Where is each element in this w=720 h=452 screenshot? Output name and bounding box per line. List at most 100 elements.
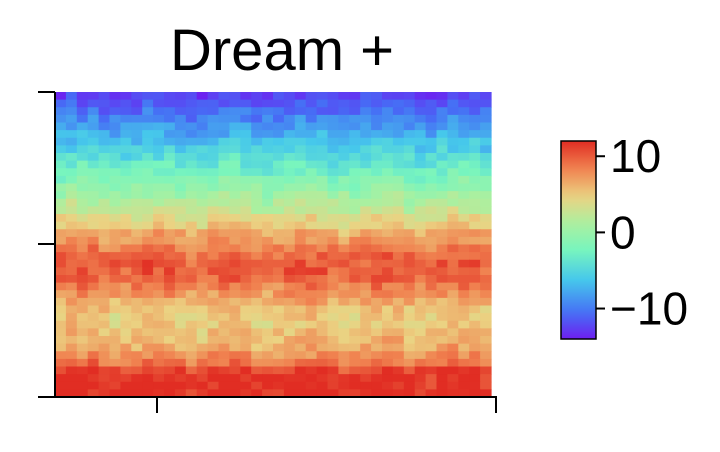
heatmap-cell: [371, 328, 383, 337]
heatmap-cell: [458, 290, 470, 299]
heatmap-cell: [273, 114, 285, 124]
heatmap-cell: [425, 229, 438, 238]
heatmap-cell: [327, 244, 339, 253]
heatmap-cell: [447, 252, 459, 261]
heatmap-cell: [425, 206, 438, 215]
heatmap-cell: [76, 153, 89, 162]
heatmap-cell: [98, 389, 111, 398]
heatmap-cell: [207, 244, 220, 253]
heatmap-cell: [294, 122, 307, 131]
heatmap-cell: [392, 374, 405, 383]
heatmap-cell: [436, 153, 448, 162]
heatmap-cell: [480, 168, 492, 177]
heatmap-cell: [283, 259, 296, 268]
heatmap-cell: [436, 191, 448, 200]
heatmap-cell: [76, 297, 89, 307]
heatmap-cell: [65, 153, 78, 162]
heatmap-cell: [185, 107, 198, 116]
heatmap-cell: [305, 244, 318, 253]
heatmap-cell: [142, 381, 154, 390]
heatmap-cell: [65, 366, 78, 375]
heatmap-cell: [436, 229, 448, 238]
heatmap-cell: [338, 244, 350, 253]
heatmap-cell: [240, 336, 252, 345]
heatmap-cell: [414, 343, 427, 352]
heatmap-cell: [349, 275, 361, 284]
heatmap-cell: [76, 191, 89, 200]
heatmap-cell: [283, 358, 296, 368]
heatmap-cell: [392, 358, 405, 368]
heatmap-cell: [120, 221, 132, 230]
heatmap-cell: [371, 252, 383, 261]
heatmap-cell: [338, 366, 350, 375]
heatmap-cell: [240, 183, 252, 192]
heatmap-cell: [76, 229, 89, 238]
heatmap-cell: [273, 259, 285, 268]
heatmap-cell: [414, 92, 427, 101]
heatmap-cell: [229, 259, 241, 268]
heatmap-cell: [207, 374, 220, 383]
heatmap-cell: [55, 351, 67, 360]
heatmap-cell: [120, 374, 132, 383]
heatmap-cell: [164, 191, 176, 200]
heatmap-cell: [109, 267, 121, 276]
heatmap-cell: [185, 183, 198, 192]
heatmap-cell: [153, 381, 165, 390]
heatmap-cell: [218, 275, 230, 284]
heatmap-cell: [87, 214, 100, 223]
heatmap-cell: [273, 389, 285, 398]
heatmap-cell: [436, 99, 448, 108]
heatmap-cell: [447, 290, 459, 299]
heatmap-cell: [196, 145, 209, 154]
heatmap-cell: [174, 153, 187, 162]
heatmap-cell: [392, 160, 405, 169]
heatmap-cell: [469, 320, 481, 329]
heatmap-cell: [240, 381, 252, 390]
heatmap-cell: [185, 191, 198, 200]
heatmap-cell: [65, 336, 78, 345]
heatmap-cell: [65, 320, 78, 329]
heatmap-cell: [207, 336, 220, 345]
heatmap-cell: [98, 282, 111, 291]
heatmap-cell: [207, 358, 220, 368]
heatmap-cell: [196, 351, 209, 360]
heatmap-cell: [55, 107, 67, 116]
heatmap-cell: [153, 358, 165, 368]
heatmap-cell: [142, 374, 154, 383]
heatmap-cell: [371, 267, 383, 276]
heatmap-cell: [262, 214, 274, 223]
heatmap-cell: [153, 99, 165, 108]
heatmap-cell: [262, 320, 274, 329]
heatmap-cell: [371, 313, 383, 322]
heatmap-cell: [229, 183, 241, 192]
heatmap-cell: [414, 244, 427, 253]
heatmap-cell: [305, 358, 318, 368]
heatmap-cell: [403, 252, 416, 261]
heatmap-cell: [65, 351, 78, 360]
heatmap-cell: [382, 191, 394, 200]
heatmap-cell: [131, 107, 143, 116]
heatmap-cell: [109, 366, 121, 375]
heatmap-cell: [196, 130, 209, 139]
heatmap-cell: [360, 229, 372, 238]
heatmap-cell: [403, 107, 416, 116]
heatmap-cell: [196, 114, 209, 124]
heatmap-cell: [185, 328, 198, 337]
heatmap-cell: [447, 358, 459, 368]
heatmap-cell: [360, 259, 372, 268]
heatmap-cell: [153, 183, 165, 192]
heatmap-cell: [76, 122, 89, 131]
heatmap-cell: [294, 313, 307, 322]
heatmap-cell: [327, 183, 339, 192]
heatmap-cell: [273, 191, 285, 200]
heatmap-cell: [185, 259, 198, 268]
heatmap-cell: [283, 275, 296, 284]
heatmap-cell: [55, 313, 67, 322]
heatmap-cell: [262, 153, 274, 162]
heatmap-cell: [109, 114, 121, 124]
heatmap-cell: [360, 183, 372, 192]
heatmap-cell: [251, 99, 263, 108]
heatmap-cell: [207, 275, 220, 284]
heatmap-cell: [174, 252, 187, 261]
heatmap-cell: [425, 374, 438, 383]
